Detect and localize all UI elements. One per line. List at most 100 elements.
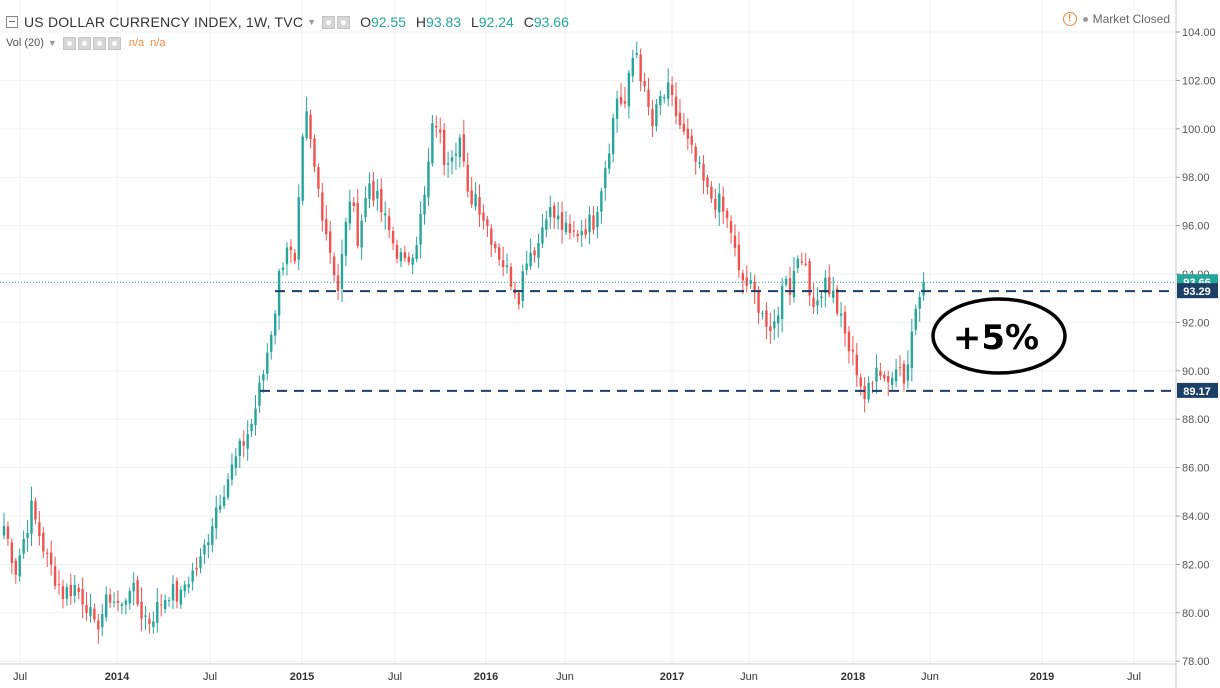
x-tick-label: 2019: [1030, 671, 1054, 683]
candle: [820, 291, 823, 308]
candle: [490, 224, 493, 258]
candle: [89, 593, 92, 623]
candle: [741, 269, 745, 294]
candle: [721, 186, 725, 224]
gear-icon[interactable]: [337, 15, 351, 29]
candle: [887, 370, 890, 397]
ohlc-values: O92.55 H93.83 L92.24 C93.66: [360, 14, 569, 30]
candle: [332, 252, 336, 282]
candle: [26, 519, 29, 552]
close-icon[interactable]: [107, 36, 121, 50]
warning-icon: !: [1062, 12, 1077, 26]
candle: [163, 594, 167, 613]
candle: [175, 577, 179, 609]
candle: [6, 521, 10, 547]
y-tick-label: 90.00: [1182, 366, 1210, 378]
y-axis[interactable]: 78.00 80.00 82.00 84.00 86.00 88.00 90.00 92.00…: [1175, 0, 1216, 688]
low-value: 92.24: [478, 14, 514, 30]
market-status-text: Market Closed: [1092, 12, 1170, 26]
candle: [580, 220, 583, 248]
candle: [179, 585, 183, 609]
open-value: 92.55: [370, 14, 407, 30]
candle: [360, 214, 363, 260]
level-badge: [1177, 283, 1218, 299]
candle: [655, 98, 658, 132]
candle: [203, 539, 206, 565]
candle: [65, 583, 69, 606]
candle: [384, 201, 387, 230]
plus-icon[interactable]: [92, 36, 106, 50]
candle: [344, 217, 348, 267]
candle: [647, 77, 650, 116]
candle: [187, 576, 190, 594]
x-tick-label: Jul: [203, 671, 217, 683]
candle: [85, 592, 88, 621]
x-tick-label: 2016: [474, 671, 498, 683]
candle: [458, 134, 462, 168]
candle: [710, 181, 713, 203]
candle: [309, 109, 312, 149]
candle: [859, 373, 862, 396]
candle: [863, 376, 866, 413]
eye-icon[interactable]: [62, 36, 76, 50]
volume-label[interactable]: Vol (20): [6, 37, 44, 49]
candle: [211, 517, 214, 553]
candle: [714, 188, 717, 219]
status-dot-icon: [1082, 16, 1088, 22]
candle: [757, 286, 760, 325]
candle: [533, 247, 536, 263]
candle: [670, 76, 674, 107]
volume-header: Vol (20) ▼ n/a n/a: [6, 35, 165, 51]
candle: [729, 215, 733, 244]
candle: [101, 604, 104, 637]
candle: [368, 172, 371, 209]
candle: [553, 202, 556, 230]
candle: [132, 572, 135, 606]
candle: [725, 208, 729, 229]
x-tick-label: Jul: [388, 671, 402, 683]
candle: [49, 540, 53, 576]
candle: [124, 598, 128, 615]
candle: [651, 100, 654, 138]
annotation-ellipse[interactable]: [931, 297, 1067, 375]
chevron-down-icon[interactable]: ▼: [307, 17, 317, 27]
close-value: 93.66: [533, 14, 569, 30]
high-value: 93.83: [426, 14, 462, 30]
settings-icon[interactable]: [77, 36, 91, 50]
candle: [42, 526, 45, 559]
candle: [30, 486, 33, 547]
candle: [914, 304, 917, 336]
annotation-group[interactable]: +5%: [931, 297, 1067, 375]
candle: [73, 575, 76, 603]
candle: [270, 331, 273, 360]
candle: [501, 246, 505, 277]
settings-icon[interactable]: [322, 15, 336, 29]
y-tick-label: 82.00: [1182, 559, 1210, 571]
x-axis[interactable]: Jul 2014 Jul 2015 Jul 2016 Jun 2017 Jun 2018 Jun 20…: [0, 663, 1176, 683]
symbol-title[interactable]: US DOLLAR CURRENCY INDEX, 1W, TVC: [24, 14, 304, 30]
candle: [454, 142, 458, 170]
candle: [517, 290, 521, 310]
candle: [769, 312, 772, 344]
candle: [804, 252, 807, 267]
candle: [564, 211, 568, 235]
candle: [372, 171, 375, 207]
candle: [431, 114, 434, 167]
candle: [313, 134, 316, 173]
x-tick-label: 2015: [290, 671, 314, 683]
candle: [521, 264, 524, 309]
candle: [623, 87, 627, 109]
candle: [93, 603, 96, 623]
candlestick-series: [2, 41, 925, 644]
market-status[interactable]: ! Market Closed: [1062, 12, 1170, 26]
candle: [875, 354, 878, 394]
candle: [796, 255, 800, 274]
candle: [678, 99, 682, 130]
candle: [403, 245, 407, 262]
candle: [718, 183, 721, 226]
candle: [690, 129, 693, 154]
candle: [639, 48, 642, 92]
chevron-down-icon[interactable]: ▼: [47, 38, 57, 48]
collapse-icon[interactable]: [6, 16, 18, 28]
